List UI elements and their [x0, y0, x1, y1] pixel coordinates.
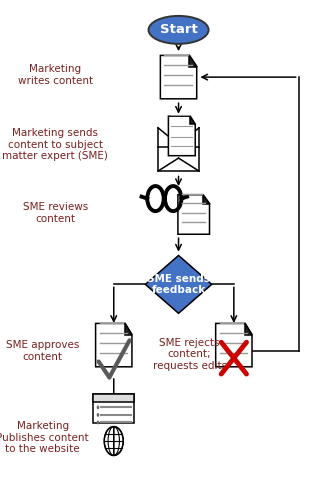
- Text: Marketing
Publishes content
to the website: Marketing Publishes content to the websi…: [0, 421, 89, 454]
- Text: SME approves
content: SME approves content: [6, 340, 79, 362]
- Polygon shape: [245, 323, 252, 335]
- FancyBboxPatch shape: [93, 394, 134, 402]
- Text: SME sends
feedback: SME sends feedback: [147, 274, 210, 295]
- Polygon shape: [125, 323, 132, 335]
- Polygon shape: [216, 323, 252, 367]
- FancyBboxPatch shape: [93, 394, 134, 423]
- Polygon shape: [160, 55, 197, 99]
- Text: Marketing
writes content: Marketing writes content: [18, 64, 93, 85]
- Circle shape: [97, 405, 99, 409]
- Text: SME rejects
content;
requests edits: SME rejects content; requests edits: [153, 338, 227, 371]
- Polygon shape: [168, 116, 195, 156]
- Text: Start: Start: [160, 24, 198, 36]
- Circle shape: [97, 420, 99, 424]
- Polygon shape: [95, 323, 132, 367]
- Polygon shape: [189, 55, 197, 67]
- Polygon shape: [190, 116, 195, 124]
- Polygon shape: [158, 147, 199, 171]
- Text: Marketing sends
content to subject
matter expert (SME): Marketing sends content to subject matte…: [2, 128, 108, 161]
- Polygon shape: [145, 255, 212, 313]
- Circle shape: [97, 413, 99, 417]
- Text: SME reviews
content: SME reviews content: [23, 202, 88, 224]
- Polygon shape: [178, 195, 210, 234]
- Ellipse shape: [149, 16, 209, 44]
- Polygon shape: [203, 195, 210, 204]
